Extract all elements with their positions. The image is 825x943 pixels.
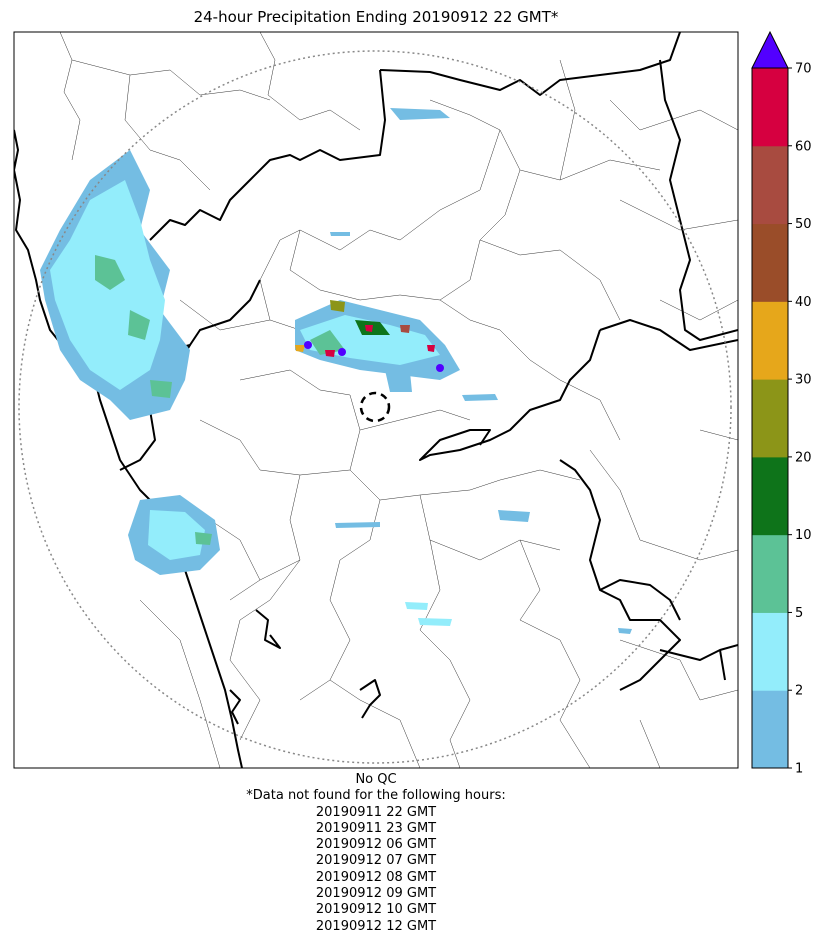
missing-hour-item: 20190912 10 GMT (315, 902, 437, 918)
colorbar-bin (752, 456, 788, 536)
colorbar-bin (752, 223, 788, 302)
colorbar-tick-label: 40 (795, 295, 812, 310)
colorbar-tick-label: 30 (795, 373, 812, 388)
colorbar-bin (752, 534, 788, 613)
colorbar-bin (752, 379, 788, 458)
missing-hour-item: 20190912 09 GMT (315, 886, 437, 902)
colorbar-tick-label: 10 (795, 528, 812, 543)
colorbar-bin (752, 145, 788, 225)
footer-notes: No QC *Data not found for the following … (14, 772, 738, 935)
colorbar-tick-label: 5 (795, 606, 803, 621)
colorbar-tick-label: 60 (795, 139, 812, 154)
missing-hour-item: 20190911 22 GMT (315, 804, 437, 820)
missing-hour-item: 20190912 12 GMT (315, 918, 437, 934)
colorbar-outline (751, 67, 789, 769)
missing-hours-note: *Data not found for the following hours: (246, 788, 506, 804)
radar-range-ring (18, 50, 732, 764)
colorbar-tick-label: 70 (795, 62, 812, 77)
radar-site-marker (359, 391, 391, 423)
qc-note: No QC (355, 772, 397, 787)
district-boundaries (59, 32, 738, 768)
colorbar-tick-label: 20 (795, 450, 812, 465)
missing-hour-item: 20190911 23 GMT (315, 820, 437, 836)
missing-hour-item: 20190912 07 GMT (315, 853, 437, 869)
colorbar-tick-label: 50 (795, 217, 812, 232)
colorbar-bin (752, 301, 788, 380)
missing-hour-item: 20190912 08 GMT (315, 869, 437, 885)
missing-hour-item: 20190912 06 GMT (315, 837, 437, 853)
precipitation-field (40, 108, 632, 634)
colorbar-tick-label: 2 (795, 684, 803, 699)
colorbar-extend-arrow (751, 30, 789, 69)
colorbar-bin (752, 612, 788, 691)
colorbar-bin (752, 690, 788, 769)
colorbar-tick-label: 1 (795, 762, 803, 777)
colorbar-bin (752, 68, 788, 147)
chart-title: 24-hour Precipitation Ending 20190912 22… (193, 8, 559, 26)
